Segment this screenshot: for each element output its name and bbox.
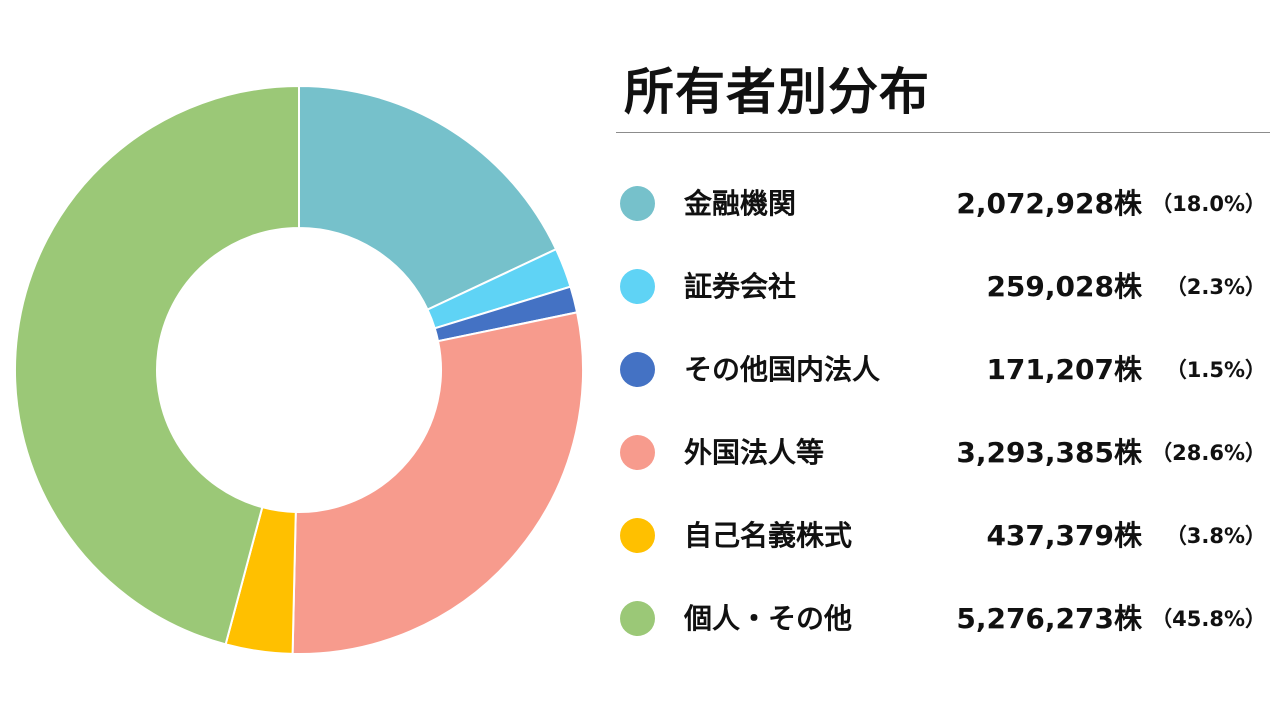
legend-value: 5,276,273株 (956, 602, 1142, 635)
legend-swatch (620, 518, 655, 553)
legend-value: 437,379株 (986, 519, 1142, 552)
legend-value: 2,072,928株 (956, 187, 1142, 220)
legend-percent: （3.8%） (1165, 524, 1266, 548)
legend-value: 3,293,385株 (956, 436, 1142, 469)
legend-percent: （2.3%） (1165, 275, 1266, 299)
donut-slice-foreign-corporations (291, 311, 584, 655)
legend-swatch (620, 269, 655, 304)
legend-percent: （28.6%） (1151, 441, 1266, 465)
donut-slice-financial-institutions (298, 84, 558, 311)
title-divider (616, 132, 1270, 133)
legend-label: その他国内法人 (684, 353, 881, 386)
chart-title: 所有者別分布 (624, 63, 930, 121)
legend-label: 外国法人等 (684, 436, 825, 469)
legend-label: 自己名義株式 (684, 519, 853, 552)
legend-label: 証券会社 (684, 270, 797, 303)
legend-swatch (620, 352, 655, 387)
legend-swatch (620, 186, 655, 221)
donut-slice-individuals-others (14, 84, 300, 646)
legend-percent: （1.5%） (1165, 358, 1266, 382)
legend-percent: （45.8%） (1151, 607, 1266, 631)
legend-value: 259,028株 (986, 270, 1142, 303)
legend-label: 個人・その他 (684, 602, 853, 635)
legend-value: 171,207株 (986, 353, 1142, 386)
donut-chart (14, 84, 584, 655)
legend-label: 金融機関 (684, 187, 797, 220)
legend-percent: （18.0%） (1151, 192, 1266, 216)
legend-swatch (620, 601, 655, 636)
legend-swatch (620, 435, 655, 470)
